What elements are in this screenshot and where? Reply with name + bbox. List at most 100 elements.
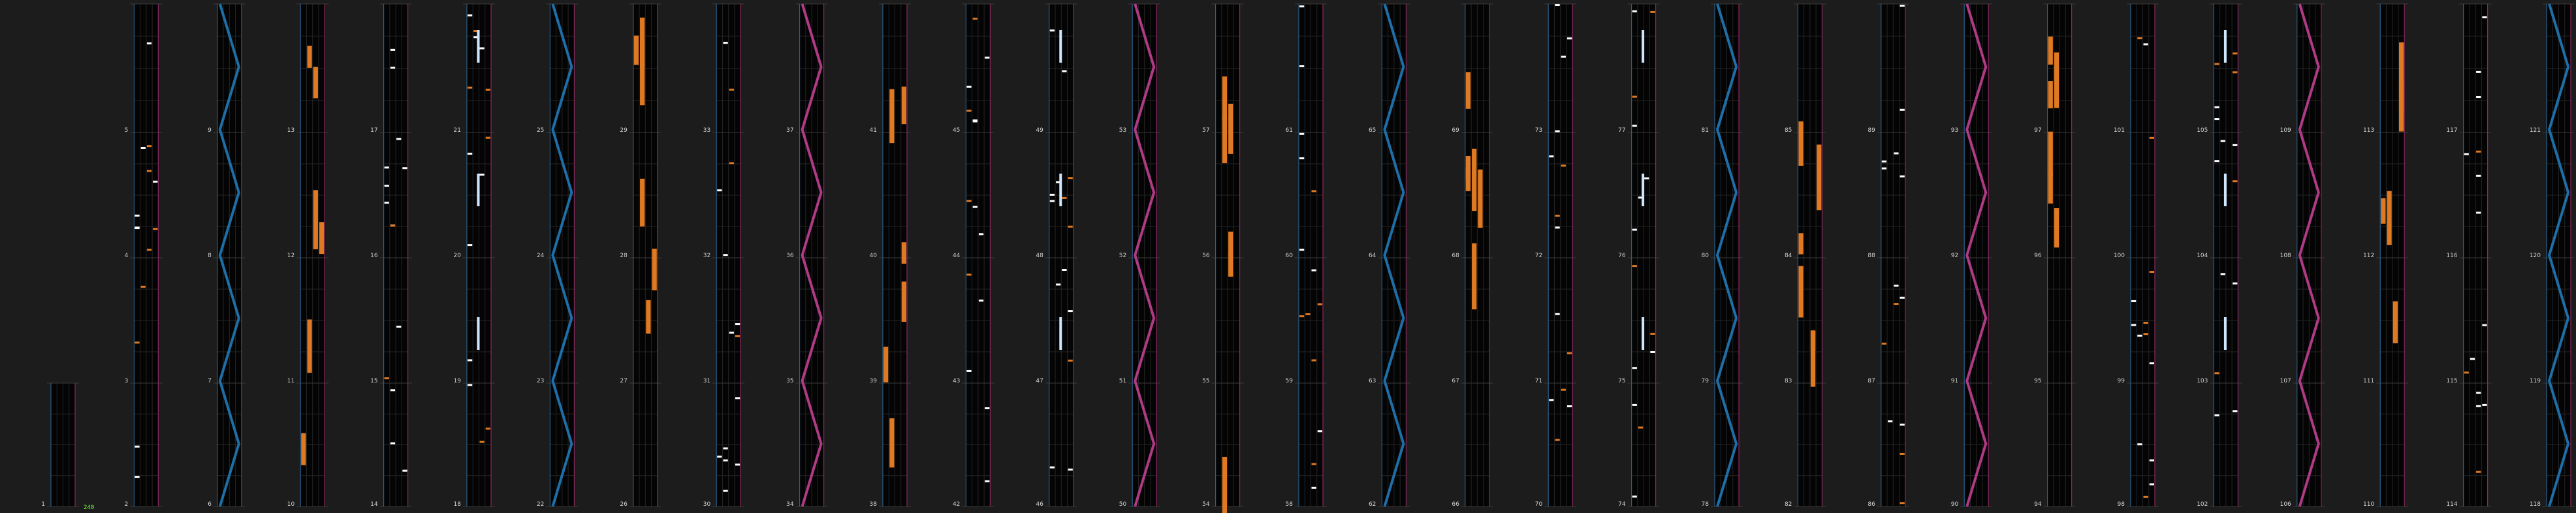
measure-number: 56 — [1202, 253, 1210, 259]
measure-column-10: 34 35 36 37 — [786, 3, 828, 508]
tap-note — [1549, 399, 1554, 401]
tap-note — [1566, 405, 1572, 407]
ex-note — [2223, 174, 2227, 206]
tap-note — [1900, 175, 1905, 178]
slide-note — [2548, 3, 2569, 507]
tap-note — [1561, 55, 1566, 58]
measure-number: 33 — [703, 127, 710, 134]
hold-note — [901, 281, 906, 322]
measure-number: 3 — [125, 378, 129, 384]
tap-note — [972, 119, 978, 122]
measure-number: 34 — [786, 501, 794, 508]
hold-note — [883, 347, 889, 382]
measure-number: 54 — [1202, 501, 1210, 508]
measure-number: 76 — [1618, 253, 1626, 259]
hold-note — [301, 433, 306, 465]
tap-note — [717, 456, 722, 458]
measure-column-16: 58 59 60 61 — [1286, 3, 1327, 508]
measure-number: 58 — [1286, 501, 1294, 508]
measure-number: 72 — [1535, 253, 1542, 259]
tap-note — [402, 167, 407, 170]
measure-number: 16 — [370, 253, 378, 259]
tap-note — [2143, 43, 2148, 46]
tap-note — [135, 341, 140, 344]
tap-note — [1317, 430, 1322, 433]
measure-number: 118 — [2530, 501, 2541, 508]
measure-number: 71 — [1535, 378, 1542, 384]
measure-number: 15 — [370, 378, 377, 384]
slide-note — [551, 3, 573, 507]
tap-note — [402, 469, 407, 472]
ex-note — [2223, 317, 2227, 350]
measure-number: 69 — [1452, 127, 1459, 134]
combo-counter: 240 — [84, 505, 94, 511]
hold-note — [307, 46, 312, 68]
measure-number: 60 — [1286, 253, 1294, 259]
tap-note — [2214, 372, 2219, 375]
measure-column-31: 118 119 120 121 — [2530, 3, 2575, 508]
measure-number: 43 — [953, 378, 960, 384]
measure-number: 42 — [953, 501, 960, 508]
tap-note — [479, 174, 485, 176]
tap-note — [140, 285, 146, 288]
tap-note — [1062, 269, 1067, 272]
measure-number: 63 — [1369, 378, 1376, 384]
measure-number: 95 — [2034, 378, 2041, 384]
tap-note — [1555, 4, 1560, 7]
hold-note — [2054, 52, 2059, 108]
tap-note — [1638, 426, 1644, 429]
hold-note — [1222, 116, 1228, 164]
measure-number: 117 — [2446, 127, 2457, 134]
hold-note — [1472, 243, 1477, 310]
tap-note — [2470, 358, 2475, 360]
tap-note — [1049, 466, 1055, 469]
measure-number: 105 — [2197, 127, 2208, 134]
tap-note — [1299, 315, 1305, 318]
measure-number: 102 — [2197, 501, 2208, 508]
tap-note — [2482, 403, 2487, 406]
hold-note — [646, 300, 651, 334]
hold-note — [1478, 169, 1483, 228]
measure-number: 40 — [870, 253, 878, 259]
tap-note — [1068, 225, 1073, 228]
tap-note — [1311, 486, 1316, 489]
tap-note — [985, 480, 990, 482]
tap-note — [723, 42, 728, 44]
hold-note — [1798, 233, 1804, 255]
slide-note — [1134, 3, 1156, 507]
tap-note — [985, 407, 990, 410]
hold-note — [640, 178, 645, 227]
slide-note — [2298, 3, 2320, 507]
measure-number: 68 — [1452, 253, 1459, 259]
measure-column-27: 102 103 104 105 — [2197, 3, 2242, 508]
tap-note — [1632, 367, 1637, 369]
tap-note — [1900, 108, 1905, 111]
tap-note — [2476, 70, 2481, 73]
measure-column-3: 6 7 8 9 — [208, 3, 246, 508]
measure-number: 114 — [2446, 501, 2457, 508]
hold-note — [1228, 254, 1233, 277]
measure-number: 12 — [287, 253, 294, 259]
measure-number: 13 — [287, 127, 294, 134]
tap-note — [1632, 403, 1637, 406]
tap-note — [153, 228, 158, 230]
measure-number: 106 — [2280, 501, 2291, 508]
measure-column-4: 10 11 12 13 — [287, 3, 329, 508]
measure-number: 10 — [287, 501, 295, 508]
tap-note — [735, 397, 740, 399]
measure-number: 20 — [454, 253, 462, 259]
tap-note — [2149, 483, 2154, 486]
hold-note — [1222, 456, 1228, 513]
slide-note — [801, 3, 823, 507]
measure-number: 5 — [125, 127, 129, 134]
tap-note — [1056, 283, 1061, 286]
measure-number: 94 — [2034, 501, 2042, 508]
measure-number: 93 — [1951, 127, 1958, 134]
tap-note — [1900, 502, 1905, 505]
tap-note — [2476, 174, 2481, 177]
hold-note — [313, 190, 318, 249]
measure-number: 115 — [2446, 378, 2457, 384]
measure-number: 103 — [2197, 378, 2208, 384]
tap-note — [146, 249, 152, 251]
